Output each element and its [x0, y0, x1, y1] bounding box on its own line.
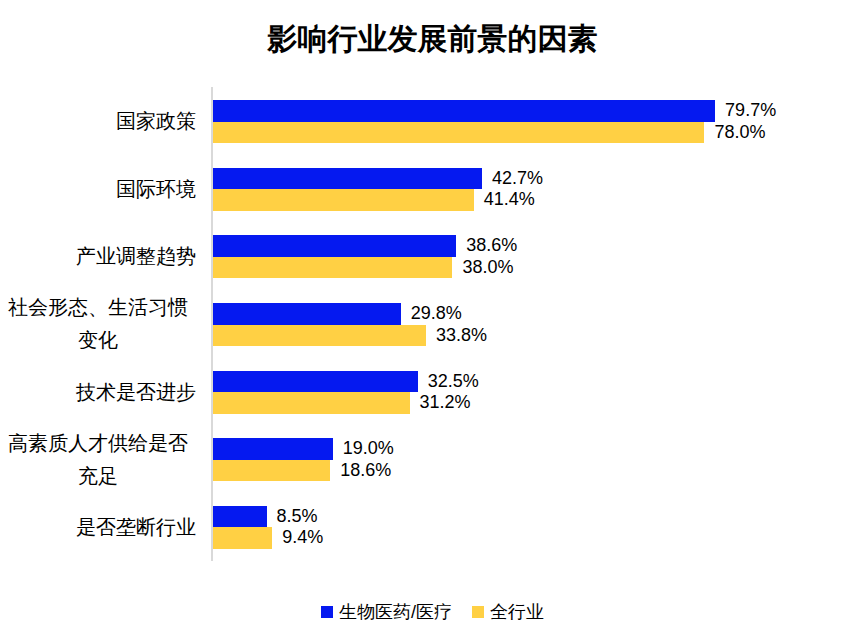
- bar-series2: [213, 392, 410, 414]
- bar-series1: [213, 100, 715, 122]
- bar-row: 29.8%: [213, 303, 462, 325]
- bar-series1: [213, 438, 333, 460]
- bar-row: 8.5%: [213, 506, 318, 528]
- bar-row: 9.4%: [213, 527, 323, 549]
- category-label: 国家政策: [0, 88, 196, 156]
- category-label-line: 是否垄断行业: [0, 511, 196, 544]
- legend-swatch: [472, 606, 484, 618]
- bar-row: 32.5%: [213, 371, 479, 393]
- value-label: 78.0%: [714, 122, 765, 144]
- value-label: 79.7%: [725, 100, 776, 122]
- bar-series2: [213, 122, 704, 144]
- bar-series1: [213, 506, 267, 528]
- bar-row: 19.0%: [213, 438, 394, 460]
- bar-series1: [213, 371, 418, 393]
- value-label: 32.5%: [428, 371, 479, 393]
- value-label: 19.0%: [343, 438, 394, 460]
- category-label-line: 高素质人才供给是否: [0, 427, 196, 460]
- category-label: 技术是否进步: [0, 358, 196, 426]
- category-label-line: 变化: [0, 324, 196, 357]
- value-label: 38.6%: [466, 235, 517, 257]
- value-label: 18.6%: [340, 460, 391, 482]
- bar-series2: [213, 460, 330, 482]
- value-label: 31.2%: [420, 392, 471, 414]
- bar-row: 18.6%: [213, 460, 391, 482]
- bar-row: 41.4%: [213, 189, 535, 211]
- value-label: 29.8%: [411, 303, 462, 325]
- bar-series2: [213, 189, 474, 211]
- bar-series2: [213, 527, 272, 549]
- category-label: 产业调整趋势: [0, 223, 196, 291]
- legend-swatch: [321, 606, 333, 618]
- bar-row: 78.0%: [213, 122, 765, 144]
- category-label-line: 产业调整趋势: [0, 240, 196, 273]
- bar-row: 33.8%: [213, 325, 487, 347]
- bar-row: 42.7%: [213, 168, 543, 190]
- legend-item: 全行业: [472, 600, 544, 624]
- category-label: 高素质人才供给是否充足: [0, 426, 196, 494]
- legend: 生物医药/医疗 全行业: [0, 600, 865, 624]
- bar-row: 38.6%: [213, 235, 517, 257]
- value-label: 9.4%: [282, 527, 323, 549]
- value-label: 42.7%: [492, 168, 543, 190]
- category-axis-labels: 国家政策国际环境产业调整趋势社会形态、生活习惯变化技术是否进步高素质人才供给是否…: [0, 88, 196, 561]
- bar-series2: [213, 325, 426, 347]
- value-label: 33.8%: [436, 325, 487, 347]
- legend-label: 全行业: [490, 600, 544, 624]
- category-label-line: 技术是否进步: [0, 376, 196, 409]
- category-label: 国际环境: [0, 156, 196, 224]
- chart-title: 影响行业发展前景的因素: [0, 19, 865, 60]
- category-label: 是否垄断行业: [0, 493, 196, 561]
- bar-series1: [213, 235, 456, 257]
- category-label-line: 充足: [0, 460, 196, 493]
- legend-label: 生物医药/医疗: [339, 600, 452, 624]
- bar-series1: [213, 168, 482, 190]
- category-label: 社会形态、生活习惯变化: [0, 291, 196, 359]
- bar-series2: [213, 257, 452, 279]
- category-label-line: 社会形态、生活习惯: [0, 291, 196, 324]
- bar-row: 79.7%: [213, 100, 776, 122]
- value-label: 41.4%: [484, 189, 535, 211]
- category-label-line: 国际环境: [0, 173, 196, 206]
- plot-area: 79.7%78.0% 42.7%41.4% 38.6%38.0% 29.8%33.8%…: [213, 88, 865, 561]
- value-label: 8.5%: [277, 506, 318, 528]
- legend-item: 生物医药/医疗: [321, 600, 452, 624]
- value-label: 38.0%: [462, 257, 513, 279]
- bar-row: 31.2%: [213, 392, 471, 414]
- bar-chart: 影响行业发展前景的因素 国家政策国际环境产业调整趋势社会形态、生活习惯变化技术是…: [0, 0, 865, 643]
- category-label-line: 国家政策: [0, 105, 196, 138]
- bar-row: 38.0%: [213, 257, 513, 279]
- bar-series1: [213, 303, 401, 325]
